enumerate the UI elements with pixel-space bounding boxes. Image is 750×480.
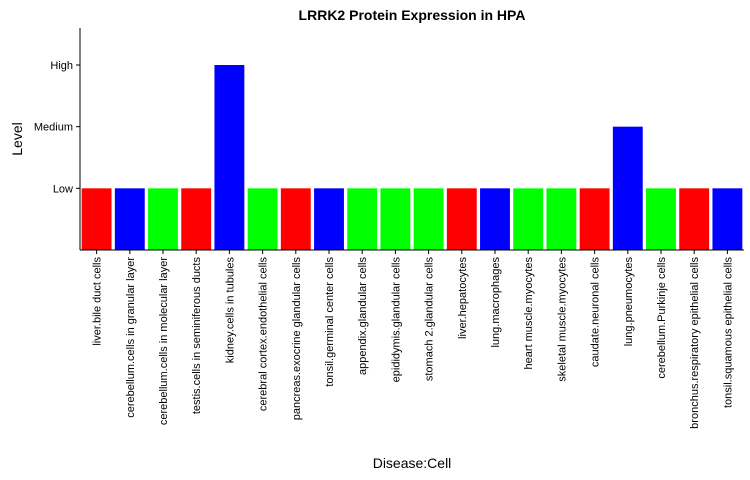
x-tick-label: heart muscle.myocytes (523, 257, 535, 370)
x-tick-label: cerebellum.cells in molecular layer (158, 257, 170, 425)
x-tick-label: testis.cells in seminiferous ducts (191, 257, 203, 415)
x-tick-label: cerebellum.cells in granular layer (125, 257, 137, 418)
bar (114, 188, 145, 250)
bar (280, 188, 311, 250)
x-tick-label: skeletal muscle.myocytes (556, 257, 568, 382)
bar (314, 188, 344, 250)
y-axis-title: Level (9, 122, 25, 155)
x-tick-label: liver.hepatocytes (457, 257, 469, 339)
x-tick-label: lung.macrophages (490, 257, 502, 348)
x-tick-label: cerebral cortex.endothelial cells (258, 257, 270, 412)
y-tick-label: Medium (34, 122, 73, 134)
y-tick-label: Low (53, 183, 73, 195)
bar (612, 126, 643, 250)
x-tick-label: bronchus.respiratory epithelial cells (689, 257, 701, 429)
bar (380, 188, 411, 250)
bar (546, 188, 577, 250)
bar (646, 188, 676, 250)
bar (679, 188, 710, 250)
bar (480, 188, 510, 250)
x-tick-label: liver.bile duct cells (92, 257, 104, 346)
bar (347, 188, 378, 250)
bar (513, 188, 544, 250)
bar (181, 188, 212, 250)
bar (81, 188, 112, 250)
bar (579, 188, 610, 250)
bar (413, 188, 444, 250)
x-tick-label: pancreas.exocrine glandular cells (291, 257, 303, 421)
x-axis-title: Disease:Cell (373, 455, 452, 471)
bar (214, 65, 245, 250)
bar (446, 188, 477, 250)
x-tick-label: lung.pneumocytes (623, 257, 635, 347)
x-tick-label: tonsil.germinal center cells (324, 257, 336, 387)
bar (148, 188, 178, 250)
chart-title: LRRK2 Protein Expression in HPA (299, 7, 526, 23)
bars (81, 65, 743, 250)
x-tick-label: appendix.glandular cells (357, 257, 369, 376)
x-axis-ticks: liver.bile duct cells cerebellum.cells in… (92, 250, 734, 429)
x-tick-label: epididymis.glandular cells (390, 257, 402, 383)
bar (712, 188, 743, 250)
x-tick-label: stomach 2.glandular cells (424, 257, 436, 382)
x-tick-label: caudate.neuronal cells (590, 257, 602, 368)
y-tick-label: High (50, 60, 73, 72)
x-tick-label: cerebellum.Purkinje cells (656, 257, 668, 379)
y-axis-ticks: Low Medium High (34, 60, 80, 195)
x-tick-label: tonsil.squamous epithelial cells (722, 257, 734, 409)
bar (247, 188, 278, 250)
x-tick-label: kidney.cells in tubules (224, 257, 236, 364)
